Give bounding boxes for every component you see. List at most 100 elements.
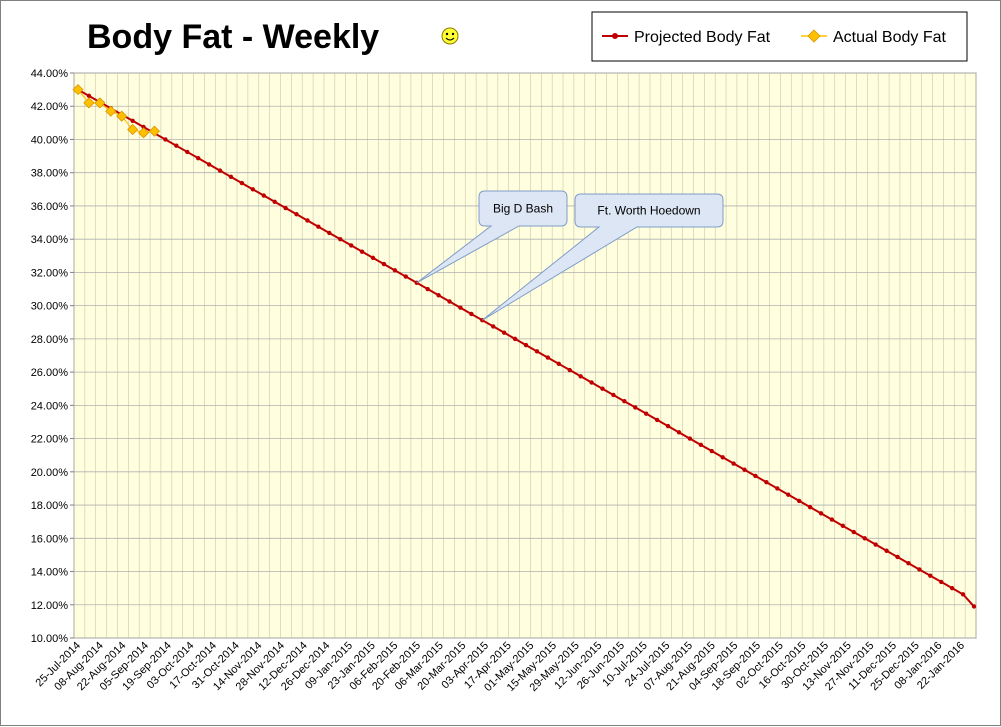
y-tick-label: 34.00%	[31, 234, 69, 246]
projected-point	[731, 461, 736, 466]
projected-point	[305, 218, 310, 223]
projected-point	[447, 299, 452, 304]
y-tick-label: 10.00%	[31, 633, 69, 645]
projected-point	[589, 380, 594, 385]
plot-area	[73, 72, 977, 639]
projected-point	[949, 585, 955, 591]
legend-actual-marker	[807, 29, 821, 43]
y-tick-label: 36.00%	[31, 201, 69, 213]
legend: Projected Body Fat Actual Body Fat	[591, 11, 968, 62]
projected-point	[403, 274, 409, 279]
y-tick-label: 18.00%	[31, 500, 69, 512]
callout-label: Ft. Worth Hoedown	[597, 204, 700, 218]
y-tick-label: 26.00%	[31, 367, 69, 379]
projected-point	[338, 236, 343, 242]
projected-point	[381, 261, 387, 267]
projected-point	[348, 243, 354, 248]
callout-shape	[416, 190, 568, 284]
projected-point	[327, 230, 332, 236]
projected-point	[294, 212, 299, 217]
y-tick-label: 28.00%	[31, 334, 69, 346]
projected-point	[873, 542, 878, 547]
callout-1: Big D Bash	[416, 190, 568, 284]
actual-point	[94, 97, 106, 109]
y-tick-label: 38.00%	[31, 168, 69, 180]
legend-projected-label: Projected Body Fat	[634, 29, 771, 46]
legend-actual-label: Actual Body Fat	[833, 29, 947, 46]
projected-point	[807, 504, 813, 510]
x-axis-ticks: 25-Jul-201408-Aug-201422-Aug-201405-Sep-…	[34, 640, 968, 694]
series-actual	[72, 84, 161, 139]
projected-point	[687, 436, 693, 441]
y-tick-label: 42.00%	[31, 101, 69, 113]
projected-point	[239, 180, 245, 186]
projected-point	[491, 324, 496, 329]
projected-point	[971, 604, 977, 609]
projected-point	[829, 517, 835, 522]
projected-point	[458, 305, 463, 310]
projected-point	[840, 523, 846, 529]
callout-2: Ft. Worth Hoedown	[481, 193, 724, 321]
projected-point	[775, 486, 780, 491]
projected-point	[906, 561, 911, 566]
y-tick-label: 20.00%	[31, 467, 69, 479]
projected-point	[501, 330, 507, 335]
projected-point	[665, 423, 671, 429]
projected-point	[643, 411, 649, 416]
projected-point	[206, 162, 212, 167]
projected-point	[86, 93, 92, 99]
legend-box	[591, 11, 968, 62]
projected-point	[523, 342, 529, 348]
actual-point	[83, 97, 95, 109]
y-axis-ticks: 10.00% 12.00% 14.00% 16.00% 18.00% 20.00% 22.0…	[31, 68, 74, 645]
y-tick-label: 16.00%	[31, 533, 69, 545]
chart-title: Body Fat - Weekly	[87, 18, 379, 56]
projected-point	[392, 268, 398, 273]
legend-item-actual: Actual Body Fat	[801, 29, 947, 46]
projected-point	[556, 361, 561, 367]
projected-point	[512, 336, 518, 342]
callout-shape	[481, 193, 724, 321]
projected-point	[130, 118, 135, 123]
y-tick-label: 44.00%	[31, 68, 69, 80]
projected-point	[786, 492, 791, 497]
projected-point	[534, 349, 540, 354]
projected-point	[895, 554, 900, 560]
callout-label: Big D Bash	[493, 202, 553, 216]
y-tick-label: 30.00%	[31, 301, 69, 313]
actual-point	[137, 127, 150, 139]
projected-point	[174, 143, 179, 148]
actual-point	[105, 105, 117, 117]
projected-point	[676, 430, 682, 435]
y-tick-label: 32.00%	[31, 267, 69, 279]
projected-point	[436, 293, 441, 298]
projected-point	[250, 187, 256, 192]
projected-point	[753, 473, 758, 479]
projected-point	[654, 417, 660, 423]
y-tick-label: 14.00%	[31, 567, 69, 579]
projected-point	[195, 155, 201, 161]
projected-point	[600, 386, 605, 391]
projected-point	[545, 355, 551, 360]
actual-point	[148, 125, 161, 137]
projected-point	[578, 374, 583, 379]
projected-point	[370, 255, 376, 261]
legend-item-projected: Projected Body Fat	[602, 29, 771, 46]
projected-point	[316, 224, 321, 229]
projected-point	[261, 193, 266, 198]
y-tick-label: 40.00%	[31, 134, 69, 146]
vertical-gridlines	[73, 73, 977, 638]
projected-point	[917, 567, 922, 572]
projected-point	[611, 392, 616, 398]
projected-point	[884, 548, 889, 553]
annotation-callouts: Big D Bash Ft. Worth Hoedown	[416, 190, 724, 321]
y-tick-label: 24.00%	[31, 400, 69, 412]
projected-point	[928, 573, 933, 578]
smiley-icon	[441, 27, 459, 45]
projected-point	[622, 398, 627, 404]
projected-point	[469, 311, 474, 317]
projected-point	[163, 137, 168, 142]
projected-point	[742, 467, 747, 472]
